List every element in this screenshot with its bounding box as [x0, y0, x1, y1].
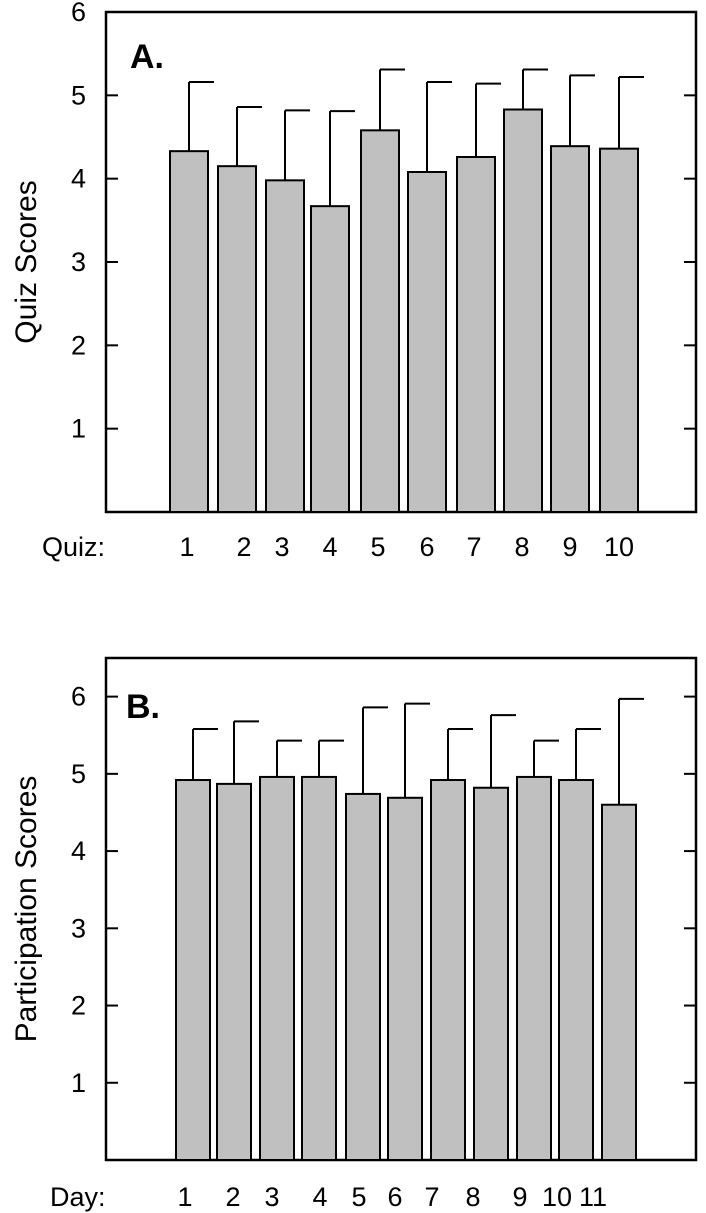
panel-a-bar-9 [550, 145, 590, 514]
panel-b-y-axis-label: Participation Scores [10, 776, 43, 1043]
panel-a-category-axis-title: Quiz: [42, 532, 105, 562]
panel-b-bar-3 [259, 775, 295, 1161]
panel-a-category-label: 10 [604, 532, 634, 562]
panel-a-category-label: 3 [274, 532, 289, 562]
panel-a-category-label: 6 [419, 532, 434, 562]
panel-b-bar-1 [175, 779, 211, 1161]
panel-b-bar-5 [345, 792, 381, 1161]
panel-a-category-label: 7 [466, 532, 481, 562]
panel-b-category-axis-title: Day: [50, 1182, 106, 1212]
panel-b-category-label: 8 [465, 1182, 480, 1212]
panel-b-bar-7 [430, 779, 466, 1161]
panel-a-bar-4 [310, 205, 350, 514]
panel-a-category-label: 4 [322, 532, 337, 562]
panel-b-bar-11 [601, 803, 637, 1161]
panel-a-bar-1 [169, 150, 209, 514]
panel-b-panel-label: B. [126, 688, 160, 726]
panel-a-category-label: 5 [370, 532, 385, 562]
panel-a-ytick-label: 3 [71, 247, 86, 277]
panel-b-bar-2 [216, 782, 252, 1162]
panel-a-bar-5 [360, 129, 400, 513]
panel-b-ytick-label: 2 [71, 991, 86, 1021]
panel-b-category-label: 5 [351, 1182, 366, 1212]
panel-b-ytick-label: 3 [71, 913, 86, 943]
panel-a-category-label: 9 [562, 532, 577, 562]
panel-a-panel-label: A. [130, 38, 164, 76]
panel-a-ytick-label: 5 [71, 80, 86, 110]
panel-b-bar-4 [301, 775, 337, 1161]
panel-b-category-label: 6 [387, 1182, 402, 1212]
panel-b-bar-9 [516, 775, 552, 1161]
panel-b-ytick-label: 6 [71, 682, 86, 712]
panel-a-category-label: 8 [514, 532, 529, 562]
panel-b-category-label: 3 [264, 1182, 279, 1212]
panel-b-category-label: 1 [177, 1182, 192, 1212]
panel-b-category-label: 7 [424, 1182, 439, 1212]
panel-b-category-label: 4 [312, 1182, 327, 1212]
panel-b-ytick-label: 4 [71, 836, 86, 866]
panel-a-bar-10 [599, 147, 639, 514]
panel-a-bar-2 [217, 165, 257, 514]
panel-b-bar-8 [473, 786, 509, 1161]
panel-a-category-label: 2 [236, 532, 251, 562]
panel-a-ytick-label: 2 [71, 330, 86, 360]
panel-b-category-label: 9 [512, 1182, 527, 1212]
panel-a-bar-6 [407, 171, 447, 513]
panel-a-ytick-label: 6 [71, 0, 86, 27]
panel-a-category-label: 1 [179, 532, 194, 562]
panel-b-ytick-label: 5 [71, 759, 86, 789]
panel-b-bar-10 [558, 779, 594, 1161]
panel-a-bar-7 [456, 156, 496, 513]
panel-b-category-label: 2 [225, 1182, 240, 1212]
panel-b-category-label: 11 [579, 1182, 607, 1212]
panel-a-ytick-label: 1 [71, 414, 86, 444]
panel-b-bar-6 [387, 796, 423, 1162]
panel-b-ytick-label: 1 [71, 1068, 86, 1098]
panel-a-bar-3 [265, 179, 305, 513]
panel-a-y-axis-label: Quiz Scores [10, 180, 43, 343]
panel-a-ytick-label: 4 [71, 164, 86, 194]
panel-a-bar-8 [503, 108, 543, 513]
panel-b-category-label: 10 [542, 1182, 572, 1212]
